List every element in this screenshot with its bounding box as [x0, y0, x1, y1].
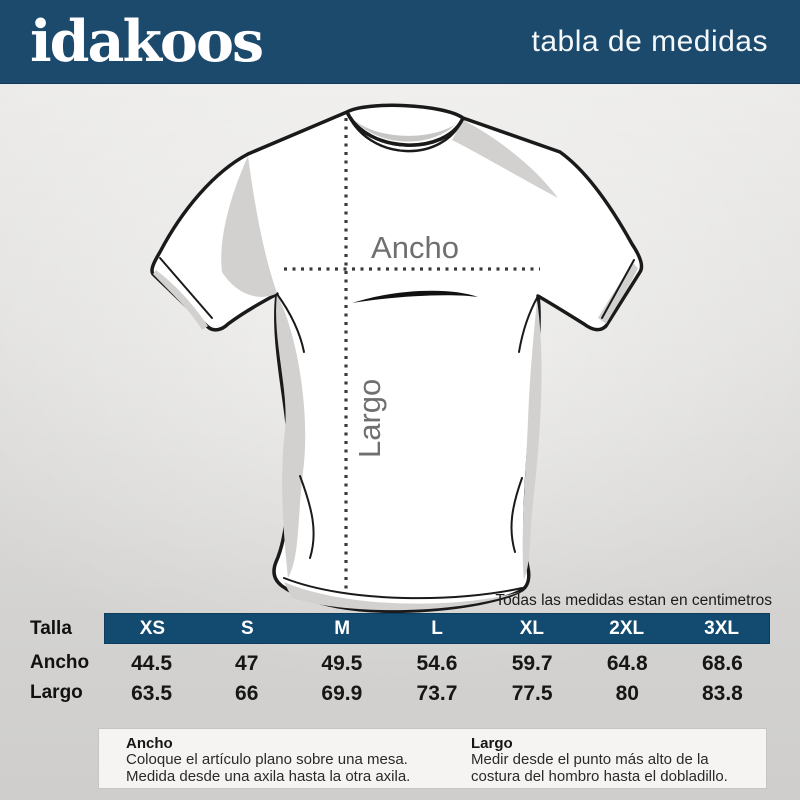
tshirt-body: [150, 110, 644, 614]
size-header-m: M: [334, 618, 351, 639]
table-row-largo: 63.5 66 69.9 73.7 77.5 80 83.8: [104, 682, 770, 706]
collar-shadow: [354, 120, 456, 142]
ancho-value-3xl: 68.6: [701, 652, 743, 675]
largo-value-xs: 63.5: [131, 682, 172, 705]
chest-crease: [352, 290, 478, 303]
ancho-value-s: 47: [235, 652, 259, 675]
largo-value-m: 69.9: [321, 682, 363, 705]
largo-value-2xl: 80: [615, 682, 639, 705]
table-corner-label: Talla: [30, 618, 72, 639]
largo-value-s: 66: [235, 682, 259, 705]
length-label: Largo: [352, 378, 387, 458]
table-row-ancho: 44.5 47 49.5 54.6 59.7 64.8 68.6: [104, 652, 770, 676]
footnote-ancho-line2: Medida desde una axila hasta la otra axi…: [126, 767, 411, 785]
brand-logo: idakoos: [30, 7, 264, 75]
largo-value-l: 73.7: [416, 682, 458, 705]
size-header-xs: XS: [139, 618, 166, 639]
ancho-value-m: 49.5: [321, 652, 363, 675]
row-label-largo: Largo: [30, 682, 83, 703]
ancho-value-2xl: 64.8: [606, 652, 648, 675]
ancho-value-xl: 59.7: [511, 652, 553, 675]
tshirt-creases: [159, 257, 635, 600]
header-bar: idakoos tabla de medidas: [0, 0, 800, 84]
footnote-ancho-line1: Coloque el artículo plano sobre una mesa…: [126, 751, 408, 768]
page-title: tabla de medidas: [531, 24, 768, 58]
footnote-largo: Largo Medir desde el punto más alto de l…: [471, 736, 728, 785]
width-label: Ancho: [371, 230, 459, 265]
tshirt-shading: [153, 120, 638, 611]
ancho-value-l: 54.6: [416, 652, 458, 675]
footnote-largo-line2: costura del hombro hasta el dobladillo.: [471, 767, 728, 785]
footnote-ancho-title: Ancho: [126, 735, 173, 752]
largo-value-xl: 77.5: [511, 682, 553, 705]
row-label-ancho: Ancho: [30, 652, 90, 673]
collar-band: [345, 111, 465, 153]
footnote-largo-line1: Medir desde el punto más alto de la: [471, 751, 709, 768]
size-header-row: XS S M L XL 2XL 3XL: [104, 613, 770, 644]
units-note: Todas las medidas estan en centimetros: [495, 592, 772, 609]
size-header-l: L: [431, 618, 443, 639]
size-header-2xl: 2XL: [609, 618, 645, 639]
size-header-s: S: [240, 618, 254, 639]
size-header-3xl: 3XL: [704, 618, 740, 639]
ancho-value-xs: 44.5: [131, 652, 172, 675]
size-header-xl: XL: [519, 618, 544, 639]
footnote-ancho: Ancho Coloque el artículo plano sobre un…: [126, 736, 410, 785]
largo-value-3xl: 83.8: [701, 682, 743, 705]
measurement-definitions-box: Ancho Coloque el artículo plano sobre un…: [98, 728, 767, 789]
footnote-largo-title: Largo: [471, 735, 513, 752]
